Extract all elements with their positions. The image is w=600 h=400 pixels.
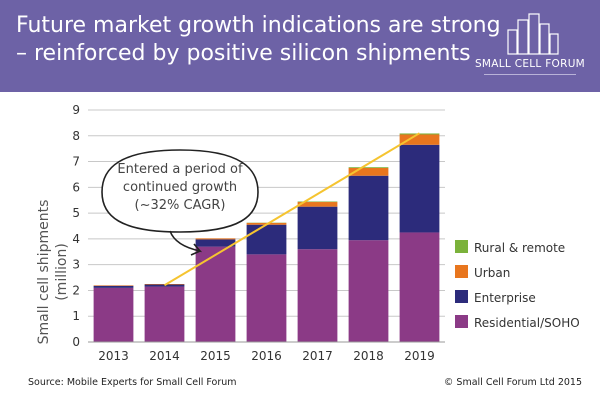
- city-skyline-icon: [507, 13, 559, 55]
- bar-segment: [297, 202, 338, 207]
- bar-segment: [348, 240, 389, 342]
- bar-segment: [399, 144, 440, 233]
- x-tick-label: 2013: [98, 349, 129, 363]
- y-axis-label: Small cell shipments (million): [36, 200, 70, 345]
- bar-segment: [297, 201, 338, 203]
- header-banner: Future market growth indications are str…: [0, 0, 600, 92]
- growth-callout: Entered a period of continued growth (~3…: [101, 149, 259, 256]
- bars: [93, 133, 440, 342]
- bar-segment: [195, 238, 236, 240]
- bar-segment: [195, 246, 236, 342]
- bar-segment: [246, 254, 287, 342]
- legend-label: Rural & remote: [474, 241, 565, 255]
- legend-label: Urban: [474, 266, 510, 280]
- legend: Rural & remote Urban Enterprise Residential…: [455, 240, 580, 330]
- callout-line-1: Entered a period of: [117, 162, 243, 177]
- x-tick-label: 2014: [149, 349, 180, 363]
- y-tick-label: 1: [72, 309, 80, 323]
- legend-swatch: [455, 290, 468, 303]
- logo-text: SMALL CELL FORUM: [474, 58, 586, 70]
- small-cell-forum-logo: SMALL CELL FORUM: [470, 8, 590, 88]
- x-tick-labels: 2013 2014 2015 2016 2017 2018 2019: [98, 349, 435, 363]
- x-tick-label: 2019: [404, 349, 435, 363]
- callout-pointer: [169, 230, 203, 256]
- callout-bubble: [101, 149, 259, 233]
- legend-swatch: [455, 315, 468, 328]
- bar-segment: [246, 224, 287, 255]
- legend-swatch: [455, 265, 468, 278]
- legend-swatch: [455, 240, 468, 253]
- title-line-2: – reinforced by positive silicon shipmen…: [16, 41, 471, 66]
- title-line-1: Future market growth indications are str…: [16, 13, 501, 38]
- bar-segment: [348, 168, 389, 176]
- y-tick-label: 5: [72, 206, 80, 220]
- bar-segment: [195, 239, 236, 247]
- bar-segment: [297, 206, 338, 250]
- x-tick-label: 2017: [302, 349, 333, 363]
- y-axis-label-line-2: (million): [54, 243, 70, 301]
- x-tick-label: 2015: [200, 349, 231, 363]
- source-note: Source: Mobile Experts for Small Cell Fo…: [28, 377, 237, 388]
- bar-segment: [348, 167, 389, 168]
- bar-segment: [144, 286, 185, 342]
- y-axis-label-line-1: Small cell shipments: [36, 200, 52, 345]
- bar-segment: [93, 285, 134, 288]
- x-tick-label: 2016: [251, 349, 282, 363]
- bar-segment: [93, 287, 134, 342]
- slide-title: Future market growth indications are str…: [16, 12, 501, 68]
- callout-line-3: (~32% CAGR): [135, 198, 226, 213]
- bar-segment: [93, 285, 134, 286]
- callout-line-2: continued growth: [123, 180, 237, 195]
- bar-segment: [399, 232, 440, 342]
- y-tick-labels: 0 1 2 3 4 5 6 7 8 9: [72, 103, 80, 349]
- y-tick-label: 2: [72, 283, 80, 297]
- y-tick-label: 4: [72, 232, 80, 246]
- legend-label: Residential/SOHO: [474, 316, 580, 330]
- y-tick-label: 7: [72, 155, 80, 169]
- bar-segment: [399, 134, 440, 145]
- y-tick-label: 3: [72, 258, 80, 272]
- legend-label: Enterprise: [474, 291, 536, 305]
- bar-segment: [297, 249, 338, 342]
- logo-underline: [484, 74, 576, 75]
- bar-segment: [144, 284, 185, 287]
- y-tick-label: 8: [72, 129, 80, 143]
- y-tick-label: 9: [72, 103, 80, 117]
- bar-segment: [348, 175, 389, 241]
- trend-line: [163, 132, 421, 287]
- copyright-note: © Small Cell Forum Ltd 2015: [443, 377, 582, 388]
- y-tick-label: 6: [72, 180, 80, 194]
- y-tick-label: 0: [72, 335, 80, 349]
- x-tick-label: 2018: [353, 349, 384, 363]
